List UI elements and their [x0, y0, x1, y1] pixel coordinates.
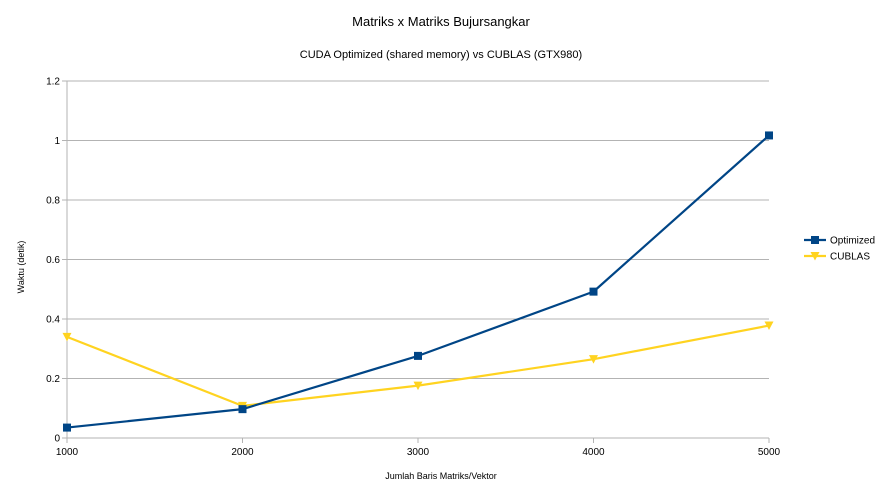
y-axis-label: Waktu (detik): [16, 241, 26, 294]
legend-marker: [811, 236, 819, 244]
x-tick-label: 3000: [407, 447, 430, 458]
y-tick-label: 0: [54, 434, 60, 445]
data-point: [63, 423, 71, 432]
legend-label: CUBLAS: [830, 252, 870, 263]
x-axis-label: Jumlah Baris Matriks/Vektor: [385, 471, 497, 481]
data-point: [238, 405, 247, 414]
chart-title: Matriks x Matriks Bujursangkar: [352, 14, 530, 29]
data-point: [414, 351, 422, 360]
gridlines: [62, 80, 770, 443]
data-point: [589, 355, 598, 364]
series-cublas: [62, 321, 774, 411]
y-tick-label: 0.8: [46, 196, 60, 207]
chart-subtitle: CUDA Optimized (shared memory) vs CUBLAS…: [300, 49, 582, 61]
data-point: [764, 321, 774, 331]
y-tick-label: 1.2: [46, 77, 60, 88]
x-tick-label: 2000: [231, 447, 254, 458]
x-tick-label: 4000: [582, 447, 605, 458]
series-group: [62, 131, 774, 432]
y-axis-ticks: 0 0.2 0.4 0.6 0.8 1 1.2: [46, 77, 60, 445]
data-point: [62, 332, 72, 342]
legend-item-optimized: Optimized: [804, 236, 875, 247]
series-optimized: [63, 131, 773, 432]
legend-item-cublas: CUBLAS: [804, 252, 870, 263]
x-tick-label: 1000: [56, 447, 79, 458]
series-line: [66, 324, 770, 407]
legend-marker: [810, 252, 820, 261]
y-tick-label: 1: [54, 136, 60, 147]
data-point: [589, 287, 598, 296]
x-tick-label: 5000: [758, 447, 781, 458]
y-tick-label: 0.4: [46, 315, 60, 326]
y-tick-label: 0.6: [46, 255, 60, 266]
y-tick-label: 0.2: [46, 374, 60, 385]
legend: Optimized CUBLAS: [804, 236, 875, 263]
data-point: [413, 381, 423, 391]
data-point: [765, 131, 773, 140]
x-axis-ticks: 1000 2000 3000 4000 5000: [56, 447, 781, 458]
legend-label: Optimized: [830, 236, 875, 247]
